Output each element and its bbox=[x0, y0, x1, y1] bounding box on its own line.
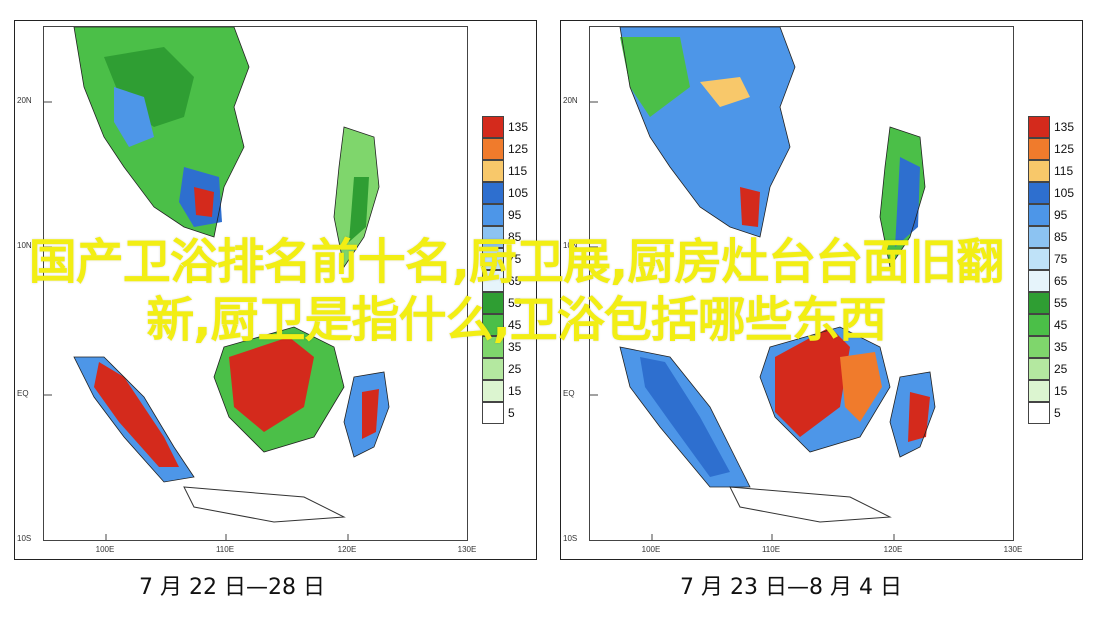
colorbar-swatch bbox=[1028, 160, 1050, 182]
colorbar-label: 55 bbox=[1054, 296, 1068, 310]
colorbar-swatch bbox=[1028, 248, 1050, 270]
colorbar-label: 115 bbox=[508, 164, 528, 178]
colorbar-label: 105 bbox=[1054, 186, 1075, 200]
colorbar-label: 25 bbox=[508, 362, 522, 376]
colorbar-label: 75 bbox=[1054, 252, 1068, 266]
lon-label-110e: 110E bbox=[761, 545, 781, 554]
colorbar-swatch bbox=[1028, 402, 1050, 424]
lon-label-120e: 120E bbox=[883, 545, 903, 554]
colorbar-swatch bbox=[482, 292, 504, 314]
colorbar-swatch bbox=[1028, 138, 1050, 160]
colorbar-label: 75 bbox=[508, 252, 522, 266]
lat-label-10s: 10S bbox=[17, 534, 32, 543]
colorbar-label: 35 bbox=[1054, 340, 1068, 354]
lon-label-120e: 120E bbox=[337, 545, 357, 554]
colorbar-label: 5 bbox=[508, 406, 515, 420]
colorbar-swatch bbox=[482, 380, 504, 402]
colorbar-label: 125 bbox=[508, 142, 529, 156]
colorbar-label: 15 bbox=[1054, 384, 1068, 398]
colorbar-swatch bbox=[482, 402, 504, 424]
lon-label-130e: 130E bbox=[457, 545, 477, 554]
colorbar-label: 25 bbox=[1054, 362, 1068, 376]
colorbar-swatch bbox=[482, 204, 504, 226]
panel-caption-right: 7 月 23 日—8 月 4 日 bbox=[680, 575, 902, 600]
lat-label-10s: 10S bbox=[563, 534, 578, 543]
colorbar-label: 135 bbox=[1054, 120, 1075, 134]
map-panel-right: 20N 10N EQ 10S 100E 110E 120E 130E 135 12… bbox=[560, 20, 1083, 560]
colorbar-swatch bbox=[482, 116, 504, 138]
colorbar-swatch bbox=[1028, 116, 1050, 138]
colorbar-label: 15 bbox=[508, 384, 522, 398]
colorbar-label: 45 bbox=[508, 318, 522, 332]
colorbar-swatch bbox=[1028, 182, 1050, 204]
colorbar-swatch bbox=[482, 182, 504, 204]
colorbar-swatch bbox=[1028, 380, 1050, 402]
lat-label-10n: 10N bbox=[563, 241, 578, 250]
colorbar-swatch bbox=[482, 270, 504, 292]
map-panel-left: 20N 10N EQ 10S 100E 110E 120E 130E 135 12… bbox=[14, 20, 537, 560]
colorbar-swatch bbox=[482, 358, 504, 380]
colorbar-label: 35 bbox=[508, 340, 522, 354]
colorbar-swatch bbox=[1028, 226, 1050, 248]
rainfall-map bbox=[44, 27, 390, 540]
lat-label-eq: EQ bbox=[17, 389, 29, 398]
colorbar-label: 45 bbox=[1054, 318, 1068, 332]
lon-label-100e: 100E bbox=[641, 545, 661, 554]
colorbar-swatch bbox=[1028, 270, 1050, 292]
panel-caption-left: 7 月 22 日—28 日 bbox=[139, 575, 325, 600]
colorbar-label: 65 bbox=[508, 274, 522, 288]
colorbar-label: 55 bbox=[508, 296, 522, 310]
colorbar-swatch bbox=[1028, 314, 1050, 336]
map-plot-area bbox=[43, 26, 468, 541]
colorbar-swatch bbox=[1028, 292, 1050, 314]
overlay-title: 国产卫浴排名前十名,厨卫展,厨房灶台台面旧翻新,厨卫是指什么,卫浴包括哪些东西 bbox=[28, 234, 1004, 348]
colorbar-swatch bbox=[1028, 336, 1050, 358]
lon-label-130e: 130E bbox=[1003, 545, 1023, 554]
colorbar-label: 115 bbox=[1054, 164, 1074, 178]
colorbar-label: 85 bbox=[1054, 230, 1068, 244]
colorbar-swatch bbox=[482, 248, 504, 270]
colorbar-label: 95 bbox=[1054, 208, 1068, 222]
lat-label-20n: 20N bbox=[563, 96, 578, 105]
colorbar-swatch bbox=[1028, 358, 1050, 380]
lon-label-100e: 100E bbox=[95, 545, 115, 554]
colorbar-label: 95 bbox=[508, 208, 522, 222]
colorbar-label: 85 bbox=[508, 230, 522, 244]
colorbar-swatch bbox=[482, 226, 504, 248]
lat-label-10n: 10N bbox=[17, 241, 32, 250]
colorbar-swatch bbox=[1028, 204, 1050, 226]
lon-label-110e: 110E bbox=[215, 545, 235, 554]
colorbar-label: 125 bbox=[1054, 142, 1075, 156]
colorbar-label: 5 bbox=[1054, 406, 1061, 420]
lat-label-20n: 20N bbox=[17, 96, 32, 105]
rainfall-map bbox=[590, 27, 936, 540]
colorbar-swatch bbox=[482, 314, 504, 336]
map-plot-area bbox=[589, 26, 1014, 541]
colorbar-swatch bbox=[482, 160, 504, 182]
colorbar-label: 135 bbox=[508, 120, 529, 134]
colorbar-swatch bbox=[482, 336, 504, 358]
colorbar-label: 105 bbox=[508, 186, 529, 200]
colorbar-swatch bbox=[482, 138, 504, 160]
lat-label-eq: EQ bbox=[563, 389, 575, 398]
colorbar-label: 65 bbox=[1054, 274, 1068, 288]
